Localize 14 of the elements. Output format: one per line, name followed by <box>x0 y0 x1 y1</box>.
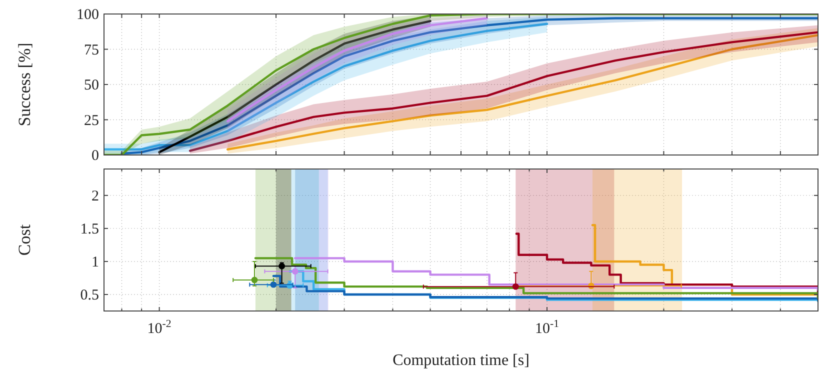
x-axis-title: Computation time [s] <box>392 352 530 369</box>
y-tick-label: 50 <box>84 78 99 94</box>
y-axis-title: Cost <box>15 224 34 256</box>
y-tick-label: 25 <box>84 112 99 129</box>
y-tick-label: 0.5 <box>80 287 99 304</box>
y-tick-label: 100 <box>76 7 99 23</box>
y-tick-label: 75 <box>84 42 99 58</box>
y-tick-label: 2 <box>92 188 99 204</box>
y-axis-title: Success [%] <box>15 42 34 126</box>
x-tick-label: 10$^{-2}$ <box>147 318 172 337</box>
y-tick-label: 1.5 <box>80 221 99 238</box>
y-tick-label: 1 <box>92 254 99 270</box>
x-tick-label: 10$^{-1}$ <box>535 318 560 337</box>
y-tick-label: 0 <box>92 148 99 164</box>
